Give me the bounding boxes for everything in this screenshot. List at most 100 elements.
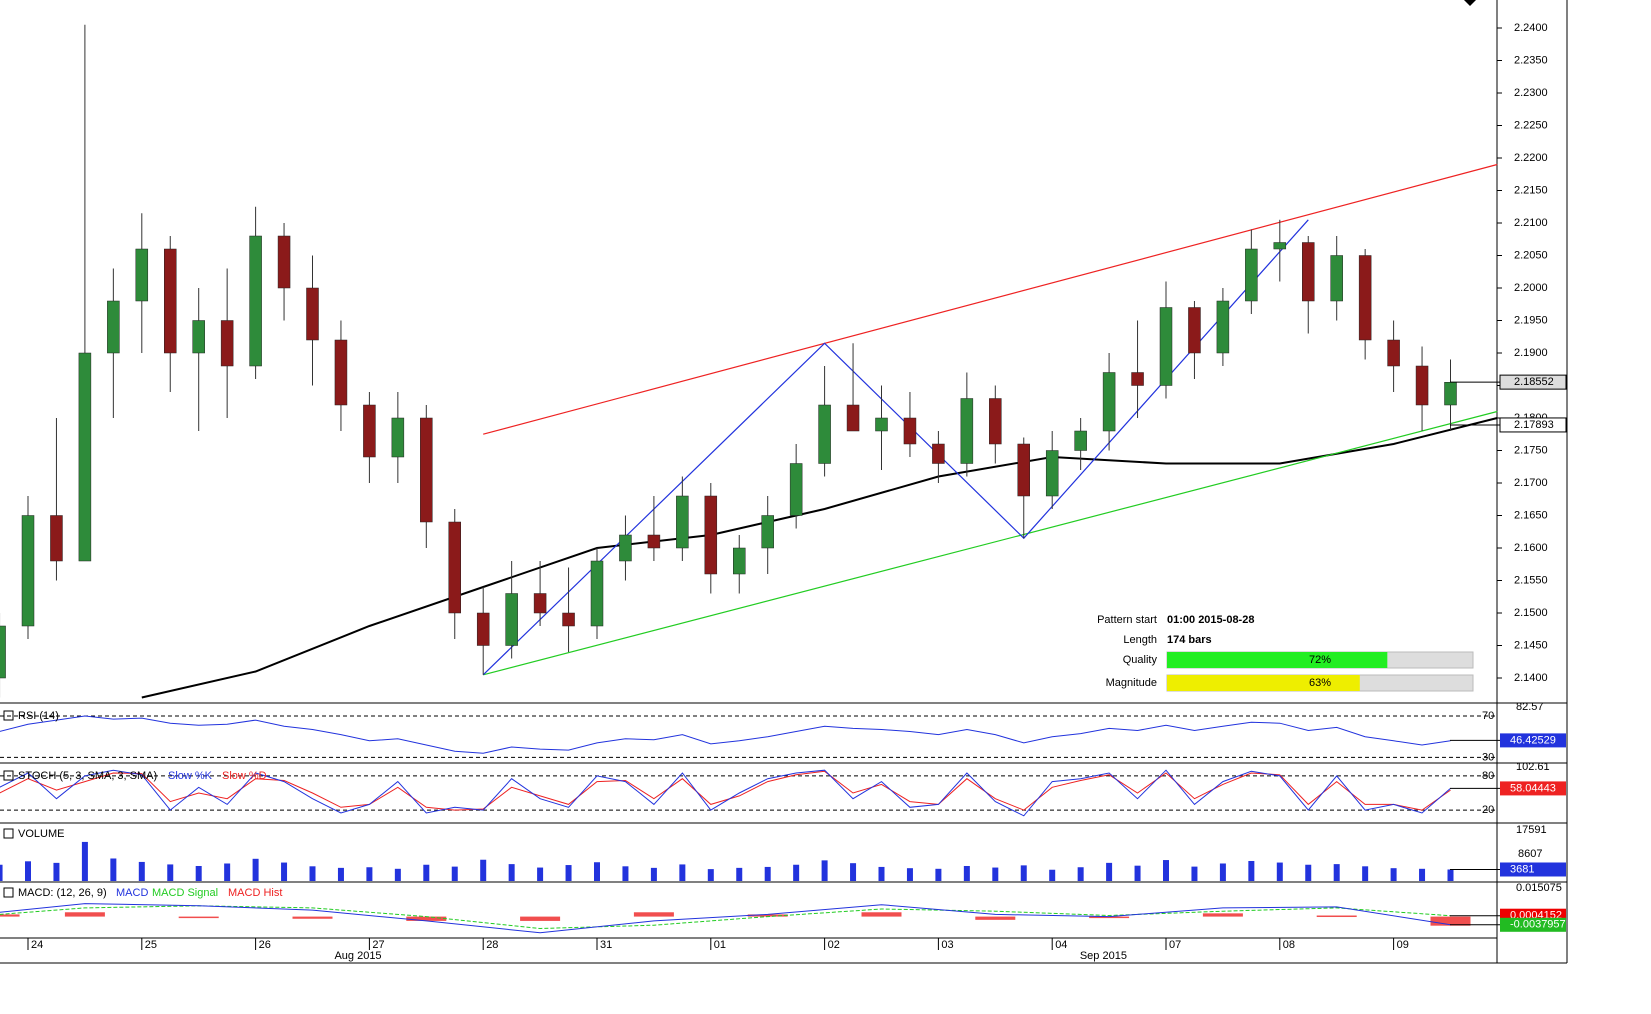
volume-bar (25, 861, 31, 881)
macd-hist (975, 916, 1016, 920)
last-label: -0.0037957 (1510, 919, 1566, 931)
candle-body (306, 287, 319, 341)
volume-bar (935, 868, 942, 881)
panel-title: MACD: (12, 26, 9) (18, 887, 107, 899)
candle-body (277, 235, 291, 289)
pattern-label: Magnitude (1106, 677, 1157, 689)
y-tick-label: 2.2150 (1514, 184, 1548, 196)
volume-bar (1020, 865, 1027, 881)
volume-bar (508, 864, 515, 881)
candle-body (1415, 365, 1429, 406)
y-tick-label: 2.2400 (1514, 22, 1548, 34)
candle-body (363, 404, 376, 458)
last-label: 46.42529 (1510, 734, 1556, 746)
candle-body (846, 404, 860, 432)
pattern-bar-label: 63% (1309, 677, 1331, 689)
candle-body (989, 398, 1002, 445)
volume-bar (1390, 868, 1397, 881)
last-box (1500, 781, 1566, 796)
price-label-box (1499, 417, 1567, 433)
pattern-bar (1167, 652, 1388, 668)
pattern-bar (1167, 675, 1360, 691)
pattern-value: 01:00 2015-08-28 (1167, 614, 1254, 626)
moving-average (141, 417, 1498, 699)
macd-hist (1089, 916, 1130, 919)
candle-body (220, 320, 234, 367)
scroll-marker (1464, 0, 1476, 6)
panel-top-label: 82.57 (1516, 701, 1544, 713)
volume-bar (138, 861, 145, 881)
panel-top-label: 102.61 (1516, 761, 1550, 773)
volume-bar (1362, 866, 1369, 881)
volume-bar (281, 862, 288, 881)
x-tick-label: 04 (1055, 939, 1067, 951)
y-tick-label: 2.1500 (1514, 607, 1548, 619)
volume-bar (622, 866, 629, 881)
volume-bar (1049, 869, 1056, 881)
panel-top-label: 17591 (1516, 824, 1547, 836)
volume-bar (992, 867, 999, 881)
volume-bar (1134, 865, 1141, 881)
pattern-bar-label: 72% (1309, 654, 1331, 666)
candle-body (1188, 307, 1201, 354)
y-tick-label: 2.1700 (1514, 477, 1548, 489)
y-tick-label: 2.2250 (1514, 119, 1548, 131)
candle-body (789, 463, 803, 516)
y-tick-label: 2.2050 (1514, 249, 1548, 261)
y-tick-label: 2.1900 (1514, 347, 1548, 359)
x-tick-label: 28 (486, 939, 498, 951)
candle-body (533, 593, 547, 614)
volume-bar (1219, 863, 1226, 881)
y-tick-label: 2.2100 (1514, 217, 1548, 229)
candle-body (21, 515, 35, 627)
volume-bar (650, 867, 657, 881)
macd-hist (520, 916, 561, 921)
volume-bar (480, 859, 487, 881)
candle-body (1017, 443, 1030, 497)
y-tick-label: 8607 (1518, 848, 1542, 860)
y-tick-label: 2.1450 (1514, 639, 1548, 651)
volume-bar (1191, 866, 1198, 881)
candle-body (1387, 339, 1400, 367)
candle-body (1102, 372, 1116, 432)
x-tick-label: 31 (600, 939, 612, 951)
x-tick-label: 02 (828, 939, 840, 951)
candle-body (164, 248, 177, 354)
y-tick-label: 30 (1482, 751, 1494, 763)
y-tick-label: 2.1550 (1514, 574, 1548, 586)
macd-line (0, 903, 1451, 934)
candle-body (0, 625, 6, 679)
candle-body (932, 443, 945, 464)
price-label: 2.17893 (1514, 419, 1554, 431)
panel-title: STOCH (5, 3, SMA, 3, SMA) (18, 770, 157, 782)
volume-bar (707, 869, 714, 881)
y-tick-label: 2.2300 (1514, 87, 1548, 99)
close-box (3, 710, 14, 721)
candle-body (761, 515, 774, 549)
volume-bar (565, 865, 572, 881)
x-tick-label: 26 (259, 939, 271, 951)
pattern-label: Length (1123, 634, 1157, 646)
y-tick-label: 20 (1482, 804, 1494, 816)
macd-hist (1202, 913, 1243, 917)
volume-bar (366, 867, 373, 881)
legend-signal: MACD Signal (152, 887, 218, 899)
panel-title: VOLUME (18, 828, 64, 840)
x-tick-label: 24 (31, 939, 43, 951)
legend-hist: MACD Hist (228, 887, 282, 899)
y-tick-label: 2.1750 (1514, 444, 1548, 456)
rsi-line (0, 715, 1451, 754)
price-label-box (1499, 374, 1567, 390)
volume-bar (252, 858, 259, 881)
volume-bar (1305, 864, 1312, 881)
candle-body (1074, 430, 1087, 451)
volume-bar (1447, 869, 1454, 881)
candle-body (1045, 450, 1059, 497)
last-box (1500, 733, 1566, 748)
volume-bar (110, 858, 117, 881)
close-box (3, 887, 14, 898)
support-line (483, 410, 1498, 676)
candle-body (1159, 307, 1173, 386)
x-tick-label: 07 (1169, 939, 1181, 951)
volume-bar (679, 864, 686, 881)
